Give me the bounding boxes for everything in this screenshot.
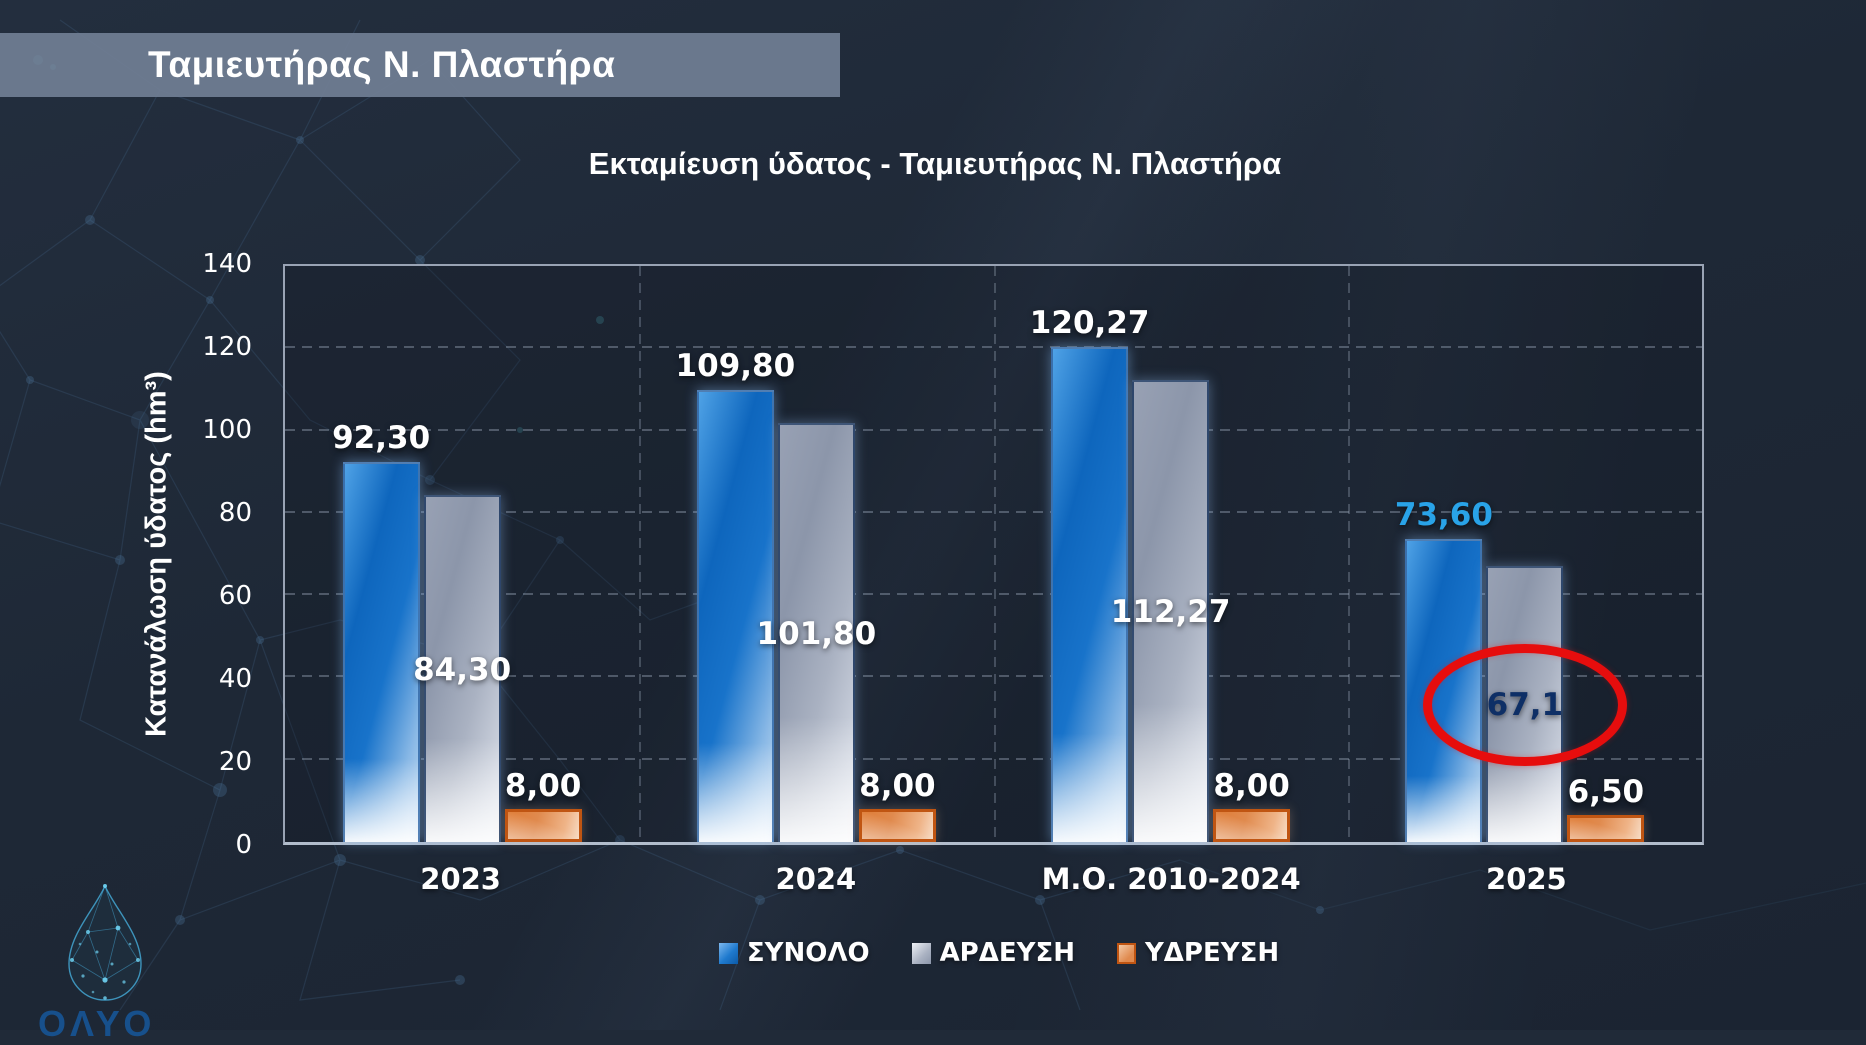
bar-ΥΔΡΕΥΣΗ-2024: 8,00 <box>858 768 936 842</box>
legend: ΣΥΝΟΛΟ ΑΡΔΕΥΣΗ ΥΔΡΕΥΣΗ <box>66 938 1866 968</box>
x-axis-label-Μ.Ο. 2010-2024: Μ.Ο. 2010-2024 <box>1041 862 1301 896</box>
legend-swatch-ΑΡΔΕΥΣΗ <box>911 942 931 964</box>
x-axis-label-2023: 2023 <box>420 862 501 896</box>
legend-label-ΣΥΝΟΛΟ: ΣΥΝΟΛΟ <box>746 938 870 968</box>
page-title: Ταμιευτήρας Ν. Πλαστήρα <box>148 44 616 85</box>
gridlines <box>285 266 1702 842</box>
value-label: 92,30 <box>332 420 431 457</box>
gridline-horizontal <box>285 757 1702 760</box>
bar-groups: 92,30 84,30 8,00 109,80 101,80 8,00 120,27 112,… <box>285 266 1702 842</box>
gridline-horizontal <box>285 428 1702 431</box>
bar-ΣΥΝΟΛΟ-Μ.Ο. 2010-2024: 120,27 <box>1030 305 1149 842</box>
legend-item-ΥΔΡΕΥΣΗ: ΥΔΡΕΥΣΗ <box>1116 938 1280 968</box>
x-axis-labels: 2023 2024 Μ.Ο. 2010-2024 2025 <box>283 862 1704 896</box>
gridline-horizontal <box>285 510 1702 513</box>
value-label: 109,80 <box>675 348 796 385</box>
value-label: 8,00 <box>1213 768 1290 805</box>
gridline-vertical <box>639 266 642 842</box>
y-tick-label: 80 <box>218 498 252 528</box>
bar-ΣΥΝΟΛΟ-2024: 109,80 <box>676 348 795 842</box>
x-axis-label-2025: 2025 <box>1486 862 1567 896</box>
value-label: 8,00 <box>504 768 582 805</box>
value-label: 101,80 <box>756 615 877 652</box>
y-tick-label: 0 <box>235 830 252 860</box>
bar-ΑΡΔΕΥΣΗ-Μ.Ο. 2010-2024: 112,27 <box>1111 380 1230 842</box>
bar-ΑΡΔΕΥΣΗ-2024: 101,80 <box>757 423 876 842</box>
y-tick-label: 140 <box>202 249 252 279</box>
value-label: 67,1 <box>1486 686 1564 723</box>
legend-item-ΣΥΝΟΛΟ: ΣΥΝΟΛΟ <box>718 938 870 968</box>
gridline-horizontal <box>285 593 1702 596</box>
gridline-horizontal <box>285 346 1702 349</box>
legend-label-ΑΡΔΕΥΣΗ: ΑΡΔΕΥΣΗ <box>939 938 1075 968</box>
y-tick-label: 120 <box>202 332 252 362</box>
y-tick-label: 60 <box>218 581 252 611</box>
y-tick-label: 100 <box>202 415 252 445</box>
legend-item-ΑΡΔΕΥΣΗ: ΑΡΔΕΥΣΗ <box>911 938 1075 968</box>
chart-title: Εκταμίευση ύδατος - Ταμιευτήρας Ν. Πλαστ… <box>588 146 1282 181</box>
gridline-horizontal <box>285 675 1702 678</box>
bar-ΑΡΔΕΥΣΗ-2025: 67,1 <box>1422 565 1627 842</box>
bar-ΣΥΝΟΛΟ-2023: 92,30 <box>332 420 430 842</box>
legend-swatch-ΣΥΝΟΛΟ <box>718 942 738 964</box>
value-label: 112,27 <box>1110 594 1231 631</box>
bar-ΑΡΔΕΥΣΗ-2023: 84,30 <box>413 495 511 842</box>
gridline-vertical <box>1347 266 1350 842</box>
legend-swatch-ΥΔΡΕΥΣΗ <box>1116 942 1136 964</box>
gridline-vertical <box>993 266 996 842</box>
logo-partial-text: ΟΛΥΟ <box>38 1003 157 1044</box>
y-axis-ticks: 0 20 40 60 80 100 120 140 <box>110 249 262 860</box>
value-label: 120,27 <box>1029 305 1150 342</box>
value-label: 73,60 <box>1394 497 1493 534</box>
value-label: 6,50 <box>1567 774 1645 811</box>
bar-ΥΔΡΕΥΣΗ-2025: 6,50 <box>1567 774 1645 842</box>
category-group-Μ.Ο. 2010-2024: 120,27 112,27 8,00 <box>994 266 1348 842</box>
title-banner: Ταμιευτήρας Ν. Πλαστήρα <box>0 33 840 97</box>
category-group-2024: 109,80 101,80 8,00 <box>639 266 993 842</box>
plot-area: 92,30 84,30 8,00 109,80 101,80 8,00 120,27 112,… <box>283 264 1704 845</box>
y-tick-label: 40 <box>218 664 252 694</box>
category-group-2023: 92,30 84,30 8,00 <box>285 266 639 842</box>
category-group-2025: 73,60 67,1 6,50 <box>1348 266 1702 842</box>
x-axis-label-2024: 2024 <box>775 862 857 896</box>
bar-ΥΔΡΕΥΣΗ-2023: 8,00 <box>504 768 582 842</box>
y-tick-label: 20 <box>218 747 252 777</box>
value-label: 8,00 <box>859 768 936 805</box>
legend-label-ΥΔΡΕΥΣΗ: ΥΔΡΕΥΣΗ <box>1144 938 1280 968</box>
bar-ΣΥΝΟΛΟ-2025: 73,60 <box>1395 497 1493 842</box>
bar-ΥΔΡΕΥΣΗ-Μ.Ο. 2010-2024: 8,00 <box>1213 768 1291 842</box>
value-label: 84,30 <box>413 651 512 688</box>
